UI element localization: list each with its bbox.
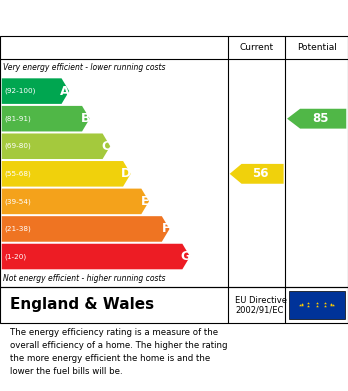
Text: England & Wales: England & Wales bbox=[10, 297, 155, 312]
Text: Current: Current bbox=[239, 43, 274, 52]
Text: The energy efficiency rating is a measure of the
overall efficiency of a home. T: The energy efficiency rating is a measur… bbox=[10, 328, 228, 376]
Text: (55-68): (55-68) bbox=[4, 170, 31, 177]
Text: Very energy efficient - lower running costs: Very energy efficient - lower running co… bbox=[3, 63, 166, 72]
Text: A: A bbox=[60, 84, 70, 98]
Text: 56: 56 bbox=[252, 167, 268, 180]
Text: G: G bbox=[181, 250, 191, 263]
Text: 2002/91/EC: 2002/91/EC bbox=[235, 305, 283, 314]
Text: Not energy efficient - higher running costs: Not energy efficient - higher running co… bbox=[3, 274, 166, 283]
Text: EU Directive: EU Directive bbox=[235, 296, 287, 305]
Text: D: D bbox=[121, 167, 132, 180]
Polygon shape bbox=[287, 109, 346, 129]
Text: Energy Efficiency Rating: Energy Efficiency Rating bbox=[10, 11, 220, 25]
Polygon shape bbox=[2, 216, 169, 242]
Polygon shape bbox=[2, 106, 90, 131]
Text: (21-38): (21-38) bbox=[4, 226, 31, 232]
Polygon shape bbox=[230, 164, 284, 184]
Text: 85: 85 bbox=[313, 112, 329, 125]
Text: (81-91): (81-91) bbox=[4, 115, 31, 122]
Text: (39-54): (39-54) bbox=[4, 198, 31, 204]
Text: E: E bbox=[141, 195, 150, 208]
Text: (69-80): (69-80) bbox=[4, 143, 31, 149]
Polygon shape bbox=[2, 133, 110, 159]
Polygon shape bbox=[2, 188, 149, 214]
Text: C: C bbox=[102, 140, 111, 153]
Text: Potential: Potential bbox=[297, 43, 337, 52]
Text: (1-20): (1-20) bbox=[4, 253, 26, 260]
Bar bbox=[289, 291, 345, 319]
Polygon shape bbox=[2, 78, 69, 104]
Text: B: B bbox=[81, 112, 90, 125]
Polygon shape bbox=[2, 244, 190, 269]
Polygon shape bbox=[2, 161, 131, 187]
Text: F: F bbox=[162, 222, 170, 235]
Text: (92-100): (92-100) bbox=[4, 88, 35, 94]
